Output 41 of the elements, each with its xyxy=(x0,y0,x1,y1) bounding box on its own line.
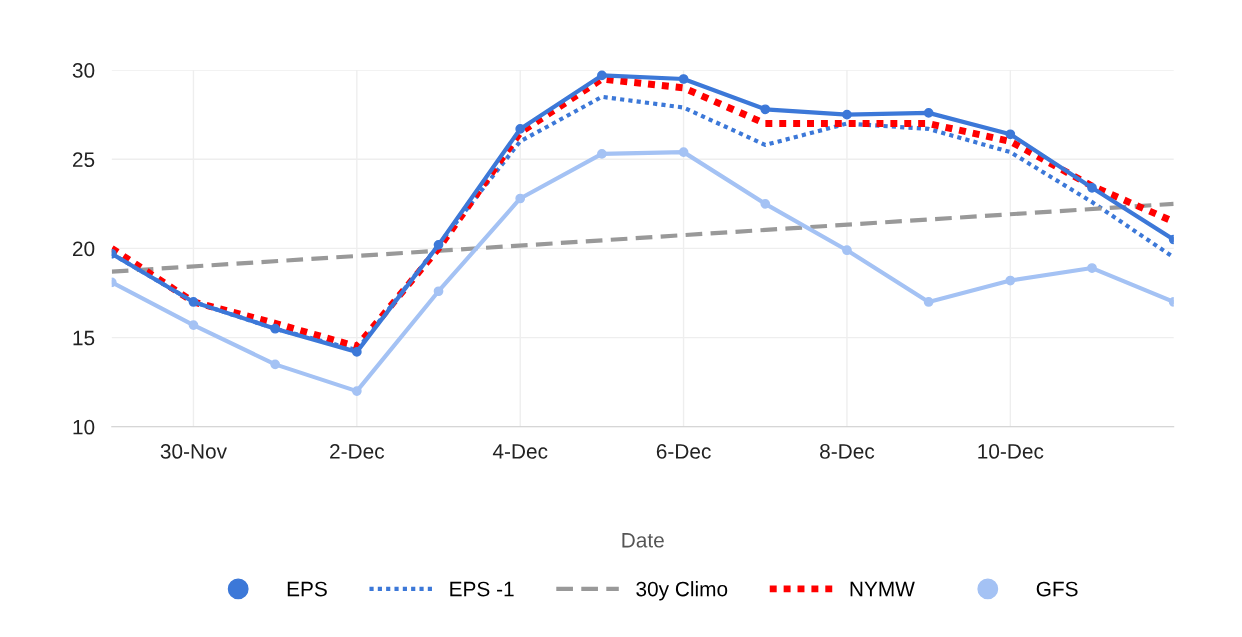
x-tick-label: 4-Dec xyxy=(492,444,548,459)
legend-label: GFS xyxy=(1036,581,1078,597)
point xyxy=(760,198,771,209)
point xyxy=(923,108,934,118)
point xyxy=(270,323,281,334)
y-tick-label: 20 xyxy=(72,241,95,257)
point xyxy=(515,193,526,204)
point xyxy=(678,74,689,84)
point xyxy=(1005,129,1016,140)
x-tick-label: 2-Dec xyxy=(330,444,385,459)
point xyxy=(515,124,526,134)
point xyxy=(188,320,199,330)
point xyxy=(760,104,771,115)
x-tick-label: 30-Nov xyxy=(160,444,227,459)
point xyxy=(1005,275,1016,286)
y-tick-label: 25 xyxy=(72,152,95,167)
legend-label: EPS -1 xyxy=(450,581,514,597)
point xyxy=(433,286,444,297)
point xyxy=(433,240,444,250)
legend-label: 30y Climo xyxy=(636,581,728,601)
point xyxy=(188,297,199,307)
x-tick-label: 8-Dec xyxy=(820,444,875,459)
point xyxy=(351,386,362,396)
point xyxy=(351,347,362,357)
x-tick-label: 6-Dec xyxy=(656,444,711,459)
point xyxy=(597,70,607,81)
legend-label: EPS xyxy=(287,581,327,597)
x-tick-label: 10-Dec xyxy=(978,444,1044,459)
y-tick-label: 10 xyxy=(73,419,95,435)
point xyxy=(842,109,852,120)
y-tick-label: 15 xyxy=(73,330,95,346)
y-tick-label: 30 xyxy=(72,63,95,78)
legend-label: NYMW xyxy=(850,581,915,597)
point xyxy=(1087,263,1097,273)
point xyxy=(270,359,281,370)
point xyxy=(1087,182,1097,193)
point xyxy=(678,147,689,157)
point xyxy=(923,297,934,307)
point xyxy=(597,149,607,159)
point xyxy=(842,245,852,256)
x-axis-title: Date xyxy=(622,533,664,548)
